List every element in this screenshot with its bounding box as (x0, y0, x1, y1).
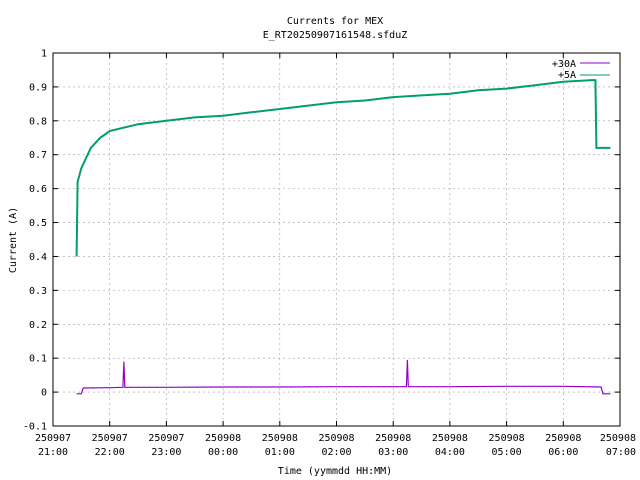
x-tick-time: 02:00 (321, 447, 351, 458)
x-tick-time: 00:00 (208, 447, 238, 458)
legend-label-5a: +5A (558, 70, 576, 81)
legend: +30A +5A (552, 59, 610, 81)
x-tick-date: 250907 (35, 433, 71, 444)
x-tick-date: 250907 (148, 433, 184, 444)
x-tick-time: 23:00 (151, 447, 181, 458)
x-tick-time: 22:00 (95, 447, 125, 458)
series-line-5a (75, 79, 611, 257)
y-tick-label: 0.9 (29, 82, 47, 93)
y-axis-label: Current (A) (8, 207, 19, 273)
grid (52, 52, 621, 427)
x-tick-date: 250908 (600, 433, 636, 444)
y-tick-label: 0.1 (29, 354, 47, 365)
x-tick-date: 250908 (205, 433, 241, 444)
series (75, 79, 611, 395)
x-tick-date: 250908 (545, 433, 581, 444)
x-tick-time: 03:00 (378, 447, 408, 458)
y-tick-label: 0.2 (29, 320, 47, 331)
y-tick-label: 0.6 (29, 184, 47, 195)
y-tick-label: 0.5 (29, 218, 47, 229)
x-axis-label: Time (yymmdd HH:MM) (278, 466, 392, 477)
x-tick-date: 250908 (432, 433, 468, 444)
legend-label-30a: +30A (552, 59, 576, 70)
x-tick-time: 04:00 (435, 447, 465, 458)
y-tick-label: -0.1 (23, 422, 47, 433)
x-tick-time: 21:00 (38, 447, 68, 458)
x-tick-date: 250908 (489, 433, 525, 444)
x-tick-time: 06:00 (548, 447, 578, 458)
x-tick-time: 01:00 (265, 447, 295, 458)
y-axis: -0.1 0 0.1 0.2 0.3 0.4 0.5 0.6 0.7 0.8 0.9 1 (23, 49, 620, 433)
y-tick-label: 0.7 (29, 150, 47, 161)
chart-subtitle: E_RT20250907161548.sfduZ (263, 30, 408, 41)
y-tick-label: 0.3 (29, 286, 47, 297)
x-tick-date: 250908 (375, 433, 411, 444)
series-line-30a (76, 359, 611, 395)
x-tick-time: 07:00 (606, 447, 636, 458)
x-tick-time: 05:00 (492, 447, 522, 458)
x-tick-date: 250908 (262, 433, 298, 444)
x-tick-date: 250908 (318, 433, 354, 444)
y-tick-label: 0 (41, 388, 47, 399)
x-tick-date: 250907 (92, 433, 128, 444)
y-tick-label: 0.4 (29, 252, 47, 263)
chart-title: Currents for MEX (287, 16, 383, 27)
y-tick-label: 0.8 (29, 116, 47, 127)
x-axis: 250907 21:00 250907 22:00 250907 23:00 250908 0… (35, 53, 636, 458)
y-tick-label: 1 (41, 49, 47, 60)
